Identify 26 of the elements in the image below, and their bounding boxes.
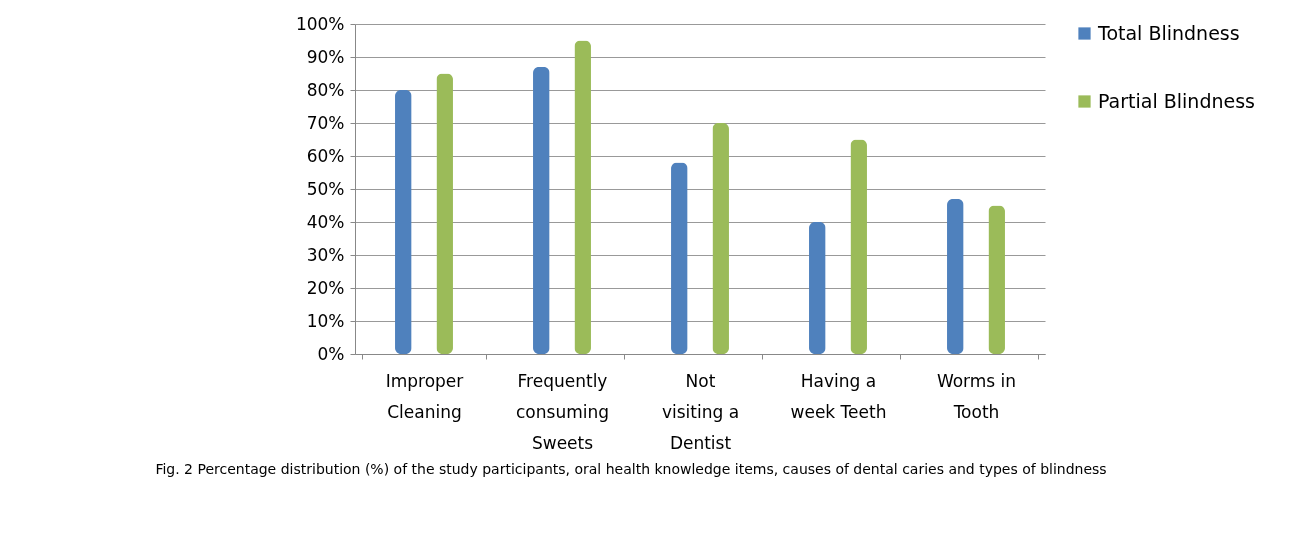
- bar: [436, 73, 453, 354]
- x-tick-label: Not visiting a Dentist: [661, 370, 740, 453]
- y-tick-label: 100%: [295, 13, 345, 34]
- y-tick-label: 20%: [306, 277, 345, 298]
- bar: [395, 90, 412, 354]
- y-tick-label: 60%: [306, 145, 345, 166]
- y-tick-label: 0%: [317, 343, 345, 364]
- bar: [574, 40, 591, 354]
- x-tick-label: Having a week Teeth: [790, 370, 887, 422]
- caption: Fig. 2 Percentage distribution (%) of the study participants, oral health knowledge items, causes of dental caries and types of blindness: [155, 461, 1107, 477]
- y-tick-label: 10%: [306, 310, 345, 331]
- x-tick-label: Improper Cleaning: [385, 370, 464, 422]
- y-tick-label: 40%: [306, 211, 345, 232]
- y-tick-label: 50%: [306, 178, 345, 199]
- bar: [533, 66, 550, 354]
- y-tick-label: 70%: [306, 112, 345, 133]
- legend-label: Total Blindness: [1097, 21, 1240, 44]
- bar: [712, 123, 729, 354]
- x-tick-label: Frequently consuming Sweets: [515, 370, 610, 453]
- bar: [850, 139, 867, 354]
- y-tick-label: 80%: [306, 79, 345, 100]
- bar: [671, 162, 688, 354]
- x-tick-label: Worms in Tooth: [936, 370, 1017, 422]
- legend-label: Partial Blindness: [1098, 89, 1255, 112]
- y-tick-label: 30%: [306, 244, 345, 265]
- y-tick-label: 90%: [306, 46, 345, 67]
